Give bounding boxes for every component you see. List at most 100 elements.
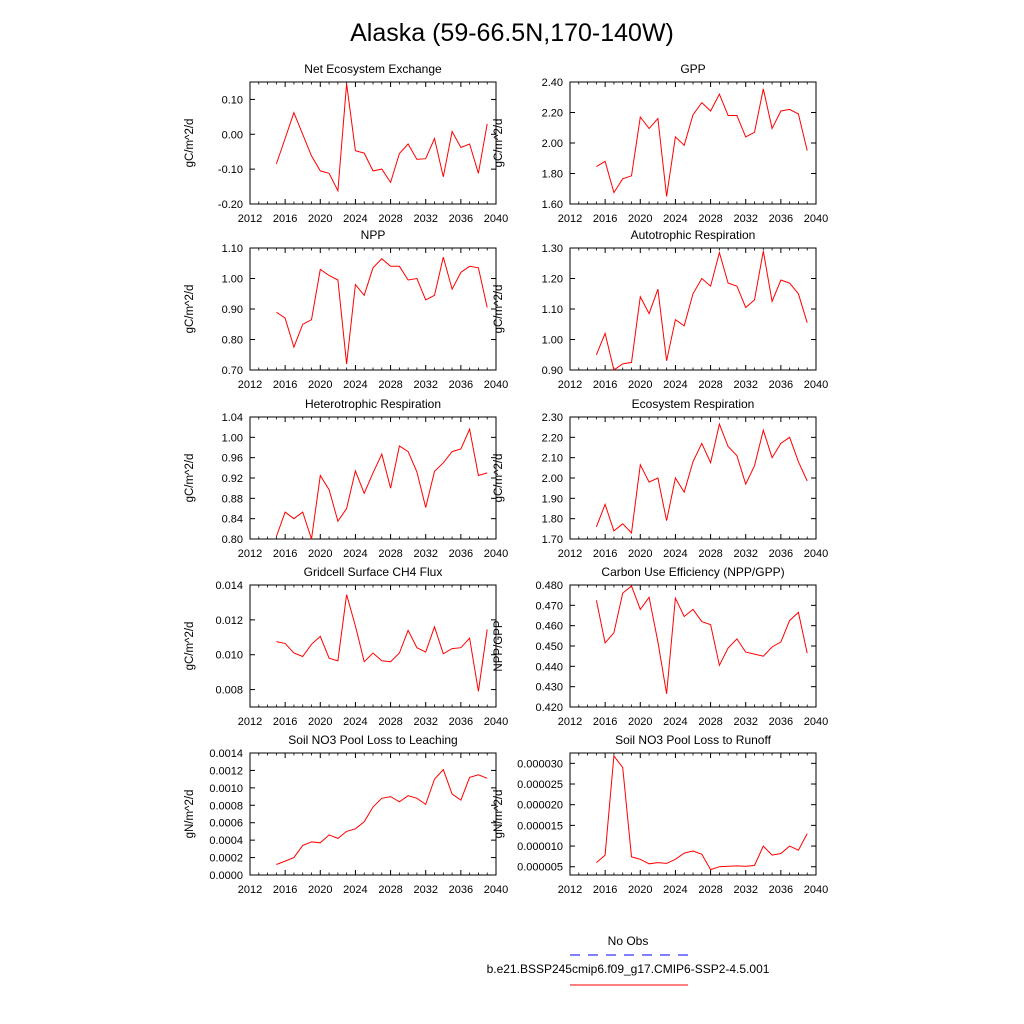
x-tick-label: 2032 bbox=[733, 379, 757, 391]
x-tick-label: 2040 bbox=[484, 213, 508, 225]
series-line bbox=[275, 427, 488, 540]
y-axis-label: gN/m^2/d bbox=[493, 790, 505, 839]
y-tick-label: 1.00 bbox=[222, 432, 243, 444]
y-tick-label: 2.40 bbox=[542, 77, 563, 89]
series-line bbox=[595, 585, 808, 694]
x-tick-label: 2028 bbox=[378, 884, 402, 896]
y-tick-label: 0.0014 bbox=[209, 748, 243, 760]
x-tick-label: 2020 bbox=[628, 884, 652, 896]
y-tick-label: 1.70 bbox=[542, 534, 563, 546]
x-tick-label: 2032 bbox=[733, 548, 757, 560]
x-tick-label: 2020 bbox=[628, 548, 652, 560]
y-axis-label: NPP/GPP bbox=[493, 620, 505, 671]
x-tick-label: 2012 bbox=[558, 884, 582, 896]
x-tick-label: 2032 bbox=[413, 884, 437, 896]
x-tick-label: 2024 bbox=[343, 213, 367, 225]
x-tick-label: 2012 bbox=[238, 379, 262, 391]
plot-frame bbox=[249, 247, 497, 371]
x-tick-label: 2020 bbox=[308, 213, 332, 225]
x-tick-label: 2040 bbox=[484, 884, 508, 896]
series-line bbox=[276, 768, 488, 865]
y-axis-label: gC/m^2/d bbox=[184, 119, 196, 168]
y-axis-label: gC/m^2/d bbox=[184, 454, 196, 503]
y-tick-label: 0.460 bbox=[535, 621, 563, 633]
panel-soil-no3-pool-loss-to-leaching: Soil NO3 Pool Loss to Leaching 2012 2016 20… bbox=[184, 733, 508, 896]
x-tick-label: 2012 bbox=[558, 379, 582, 391]
x-tick-label: 2028 bbox=[378, 213, 402, 225]
x-tick-label: 2016 bbox=[593, 548, 617, 560]
x-tick-label: 2032 bbox=[733, 884, 757, 896]
y-tick-label: 1.80 bbox=[542, 169, 563, 181]
y-tick-label: 0.70 bbox=[222, 365, 243, 377]
y-axis-label: gC/m^2/d bbox=[493, 119, 505, 168]
x-tick-label: 2020 bbox=[628, 716, 652, 728]
x-tick-label: 2024 bbox=[663, 884, 687, 896]
y-tick-label: 0.10 bbox=[222, 94, 243, 106]
y-tick-label: 0.008 bbox=[215, 685, 243, 697]
panel-title: Carbon Use Efficiency (NPP/GPP) bbox=[601, 565, 784, 579]
x-tick-label: 2024 bbox=[663, 379, 687, 391]
y-tick-label: 0.440 bbox=[535, 661, 563, 673]
y-tick-label: 1.20 bbox=[542, 274, 563, 286]
y-tick-label: 0.0006 bbox=[209, 818, 243, 830]
series-line bbox=[595, 250, 808, 371]
x-tick-label: 2024 bbox=[343, 716, 367, 728]
legend-label-no-obs: No Obs bbox=[608, 934, 649, 948]
panel-heterotrophic-respiration: Heterotrophic Respiration 2012 2016 2020 202… bbox=[184, 397, 508, 560]
panel-ecosystem-respiration: Ecosystem Respiration 2012 2016 2020 2024 202… bbox=[493, 397, 828, 560]
legend: No Obs b.e21.BSSP245cmip6.f09_g17.CMIP6-… bbox=[487, 934, 770, 986]
y-tick-label: 2.00 bbox=[542, 473, 563, 485]
y-tick-label: 0.0002 bbox=[209, 853, 243, 865]
x-tick-label: 2020 bbox=[628, 379, 652, 391]
x-tick-label: 2016 bbox=[273, 379, 297, 391]
y-tick-label: 2.20 bbox=[542, 108, 563, 120]
series-line bbox=[275, 83, 488, 193]
panel-title: Autotrophic Respiration bbox=[631, 228, 756, 242]
panel-title: Heterotrophic Respiration bbox=[305, 397, 441, 411]
x-tick-label: 2020 bbox=[628, 213, 652, 225]
x-tick-label: 2028 bbox=[698, 548, 722, 560]
x-tick-label: 2016 bbox=[273, 884, 297, 896]
series-line bbox=[596, 754, 808, 871]
y-axis-label: gC/m^2/d bbox=[184, 285, 196, 334]
x-tick-label: 2028 bbox=[378, 379, 402, 391]
y-tick-label: 0.88 bbox=[222, 493, 243, 505]
figure-title: Alaska (59-66.5N,170-140W) bbox=[350, 19, 674, 47]
x-tick-label: 2020 bbox=[308, 548, 332, 560]
y-tick-label: 0.010 bbox=[215, 650, 243, 662]
y-tick-label: 0.000020 bbox=[517, 800, 563, 812]
series-line bbox=[596, 88, 808, 197]
y-tick-label: 0.000015 bbox=[517, 820, 563, 832]
panel-gridcell-surface-ch4-flux: Gridcell Surface CH4 Flux 2012 2016 2020 202… bbox=[184, 565, 508, 728]
y-tick-label: 0.0010 bbox=[209, 783, 243, 795]
x-tick-label: 2012 bbox=[558, 548, 582, 560]
y-tick-label: 0.014 bbox=[215, 580, 243, 592]
x-tick-label: 2024 bbox=[663, 716, 687, 728]
x-tick-label: 2036 bbox=[769, 716, 793, 728]
legend-label-model-run: b.e21.BSSP245cmip6.f09_g17.CMIP6-SSP2-4.… bbox=[487, 962, 770, 976]
x-tick-label: 2040 bbox=[804, 379, 828, 391]
y-tick-label: 0.00 bbox=[222, 129, 243, 141]
x-tick-label: 2012 bbox=[238, 884, 262, 896]
y-tick-label: 0.000025 bbox=[517, 779, 563, 791]
plot-frame bbox=[249, 416, 497, 540]
panel-autotrophic-respiration: Autotrophic Respiration 2012 2016 2020 2024 2… bbox=[493, 228, 828, 391]
y-tick-label: 0.0000 bbox=[209, 870, 243, 882]
x-tick-label: 2040 bbox=[484, 548, 508, 560]
x-tick-label: 2016 bbox=[593, 884, 617, 896]
panel-soil-no3-pool-loss-to-runoff: Soil NO3 Pool Loss to Runoff 2012 2016 2020… bbox=[493, 733, 828, 896]
plot-frame bbox=[569, 416, 817, 540]
x-tick-label: 2032 bbox=[413, 379, 437, 391]
x-tick-label: 2036 bbox=[769, 548, 793, 560]
x-tick-label: 2036 bbox=[449, 379, 473, 391]
y-tick-label: 1.10 bbox=[542, 304, 563, 316]
x-tick-label: 2032 bbox=[413, 548, 437, 560]
x-tick-label: 2028 bbox=[698, 213, 722, 225]
y-tick-label: 1.10 bbox=[222, 243, 243, 255]
y-tick-label: 2.20 bbox=[542, 432, 563, 444]
y-tick-label: 0.84 bbox=[222, 514, 243, 526]
x-tick-label: 2024 bbox=[663, 213, 687, 225]
y-axis-label: gC/m^2/d bbox=[184, 622, 196, 671]
y-tick-label: 0.0004 bbox=[209, 835, 243, 847]
y-tick-label: 0.450 bbox=[535, 641, 563, 653]
